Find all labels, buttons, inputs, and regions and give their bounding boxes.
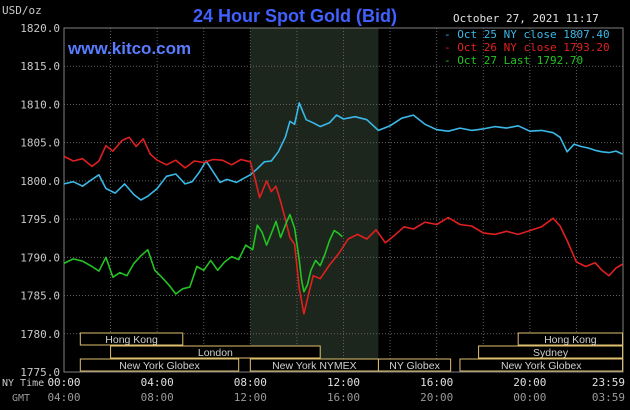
x-tick-label-ny: 20:00 [513, 376, 546, 389]
x-tick-label-gmt: 12:00 [234, 391, 267, 404]
legend-entry-oct25: - Oct 25 NY close 1807.40 [444, 28, 610, 41]
ny-time-label: NY Time [2, 378, 44, 389]
session-label: New York NYMEX [272, 360, 357, 372]
session-band [377, 358, 452, 372]
x-tick-label-gmt: 08:00 [141, 391, 174, 404]
session-band [517, 332, 624, 346]
x-tick-label-ny: 08:00 [234, 376, 267, 389]
session-band [110, 345, 321, 359]
session-band [478, 345, 624, 359]
series-line-oct25 [63, 102, 623, 201]
y-tick-label: 1810.0 [20, 98, 60, 111]
y-tick-label: 1790.0 [20, 251, 60, 264]
y-tick-label: 1785.0 [20, 290, 60, 303]
x-tick-label-ny: 16:00 [420, 376, 453, 389]
session-band [459, 358, 624, 372]
x-tick-label-ny: 04:00 [141, 376, 174, 389]
y-tick-label: 1780.0 [20, 328, 60, 341]
y-tick-label: 1815.0 [20, 60, 60, 73]
x-tick-label-ny: 00:00 [47, 376, 80, 389]
session-band [79, 332, 184, 346]
y-tick-label: 1795.0 [20, 213, 60, 226]
session-label: New York Globex [501, 360, 582, 372]
x-tick-label-gmt: 04:00 [47, 391, 80, 404]
session-highlight [250, 28, 379, 372]
session-label: Hong Kong [105, 334, 158, 346]
y-tick-label: 1775.0 [20, 366, 60, 379]
datetime-label: October 27, 2021 11:17 [453, 12, 599, 25]
x-tick-label-gmt: 16:00 [327, 391, 360, 404]
x-tick-label-gmt: 00:00 [513, 391, 546, 404]
y-tick-label: 1805.0 [20, 137, 60, 150]
kitco-watermark: www.kitco.com [67, 39, 191, 58]
legend-entry-oct27: - Oct 27 Last 1792.70 [444, 54, 583, 67]
x-tick-label-gmt: 20:00 [420, 391, 453, 404]
session-label: London [198, 347, 233, 359]
y-tick-label: 1800.0 [20, 175, 60, 188]
x-tick-label-gmt: 03:59 [592, 391, 625, 404]
gmt-label: GMT [12, 393, 30, 404]
session-label: New York Globex [119, 360, 200, 372]
session-label: Sydney [533, 347, 569, 359]
unit-label: USD/oz [2, 4, 42, 17]
session-label: Hong Kong [544, 334, 597, 346]
legend-entry-oct26: - Oct 26 NY close 1793.20 [444, 41, 610, 54]
y-tick-label: 1820.0 [20, 22, 60, 35]
series-line-oct27 [63, 213, 343, 295]
session-label: NY Globex [389, 360, 440, 372]
chart-title: 24 Hour Spot Gold (Bid) [193, 6, 397, 26]
series-line-oct26 [63, 136, 623, 315]
session-band [79, 358, 240, 372]
x-tick-label-ny: 12:00 [327, 376, 360, 389]
plot-frame [63, 27, 624, 373]
x-tick-label-ny: 23:59 [592, 376, 625, 389]
